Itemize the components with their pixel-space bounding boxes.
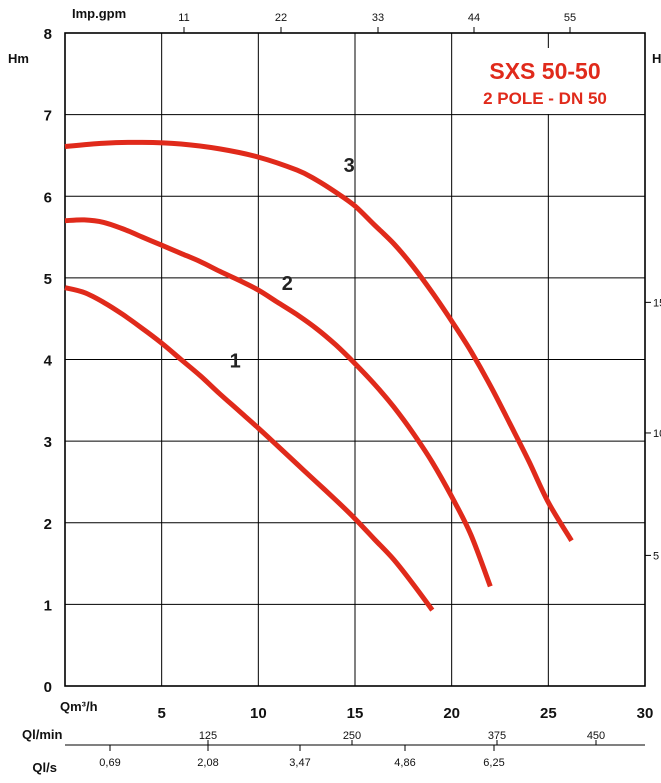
grid	[64, 27, 651, 751]
ql-min-tick-label: 450	[587, 730, 605, 742]
y-tick-label: 4	[44, 353, 53, 370]
curve-label-1: 1	[230, 351, 241, 373]
ql-s-tick-label: 0,69	[99, 757, 120, 769]
right-tick-label: 5	[653, 550, 659, 562]
top-tick-label: 22	[275, 12, 287, 24]
ql-min-tick-label: 125	[199, 730, 217, 742]
labels: 5 10 15 20 25 30 0 1 2 3 4 5 6 7 8 Hm Qm³/h H 15 10 5 Imp.gpm…	[8, 6, 661, 775]
y-tick-label: 6	[44, 189, 52, 206]
ql-s-tick-label: 6,25	[483, 757, 504, 769]
y-tick-label: 3	[44, 434, 52, 451]
ql-s-axis-label: Ql/s	[32, 760, 57, 775]
ql-s-tick-label: 2,08	[197, 757, 218, 769]
ql-min-tick-label: 375	[488, 730, 506, 742]
top-tick-label: 33	[372, 12, 384, 24]
top-tick-label: 55	[564, 12, 576, 24]
top-axis-label: Imp.gpm	[72, 6, 126, 21]
y-tick-label: 5	[44, 271, 52, 288]
ql-s-tick-label: 3,47	[289, 757, 310, 769]
top-tick-label: 44	[468, 12, 480, 24]
curve-label-2: 2	[282, 273, 293, 295]
chart-title: SXS 50-50	[489, 58, 600, 84]
curve-3	[64, 139, 574, 542]
curve-2	[64, 217, 493, 588]
y-tick-label: 2	[44, 516, 52, 533]
y-tick-label: 8	[44, 26, 52, 43]
right-axis-label: H	[652, 51, 661, 66]
y-tick-label: 7	[44, 108, 52, 125]
y-tick-label: 1	[44, 597, 52, 614]
x-tick-label: 25	[540, 705, 557, 722]
x-tick-label: 30	[637, 705, 654, 722]
ql-s-tick-label: 4,86	[394, 757, 415, 769]
ql-min-tick-label: 250	[343, 730, 361, 742]
x-axis-label: Qm³/h	[60, 699, 98, 714]
y-tick-label: 0	[44, 679, 52, 696]
top-tick-label: 11	[178, 12, 189, 24]
x-tick-label: 20	[443, 705, 460, 722]
curve-1	[64, 285, 435, 612]
curve-label-3: 3	[344, 155, 355, 177]
curves	[64, 139, 574, 612]
x-tick-label: 5	[157, 705, 165, 722]
x-tick-label: 15	[347, 705, 364, 722]
ql-min-axis-label: Ql/min	[22, 727, 63, 742]
y-axis-label: Hm	[8, 51, 29, 66]
right-tick-label: 15	[653, 297, 661, 309]
chart-subtitle: 2 POLE - DN 50	[483, 89, 607, 108]
x-tick-label: 10	[250, 705, 267, 722]
title-box	[466, 48, 622, 114]
right-tick-label: 10	[653, 428, 661, 440]
